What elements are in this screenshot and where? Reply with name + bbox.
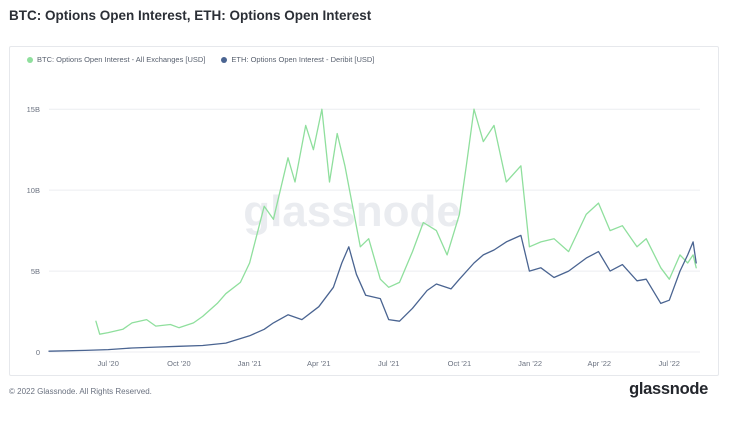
x-tick-label: Apr '22 [588, 359, 612, 368]
chart-legend: BTC: Options Open Interest - All Exchang… [27, 55, 374, 64]
x-tick-label: Jul '21 [378, 359, 399, 368]
x-tick-label: Apr '21 [307, 359, 331, 368]
eth-series-line [48, 234, 697, 352]
y-tick-label: 10B [27, 186, 40, 195]
legend-item-eth[interactable]: ETH: Options Open Interest - Deribit [US… [221, 55, 374, 64]
glassnode-logo[interactable]: glassnode [629, 380, 708, 398]
btc-series-line [95, 108, 697, 335]
x-tick-label: Jul '22 [659, 359, 680, 368]
legend-label-eth: ETH: Options Open Interest - Deribit [US… [231, 55, 375, 64]
copyright-text: © 2022 Glassnode. All Rights Reserved. [9, 387, 152, 396]
legend-label-btc: BTC: Options Open Interest - All Exchang… [37, 55, 206, 64]
x-tick-label: Oct '21 [448, 359, 472, 368]
x-tick-label: Jan '21 [238, 359, 262, 368]
y-tick-label: 0 [36, 348, 40, 357]
y-tick-label: 15B [27, 105, 40, 114]
legend-dot-btc [27, 56, 33, 63]
legend-dot-eth [221, 56, 228, 63]
chart-title: BTC: Options Open Interest, ETH: Options… [9, 8, 372, 23]
x-tick-label: Jul '20 [97, 359, 118, 368]
x-tick-label: Oct '20 [167, 359, 191, 368]
y-tick-label: 5B [31, 267, 40, 276]
legend-item-btc[interactable]: BTC: Options Open Interest - All Exchang… [27, 55, 205, 64]
x-tick-label: Jan '22 [518, 359, 542, 368]
chart-panel [9, 46, 719, 376]
